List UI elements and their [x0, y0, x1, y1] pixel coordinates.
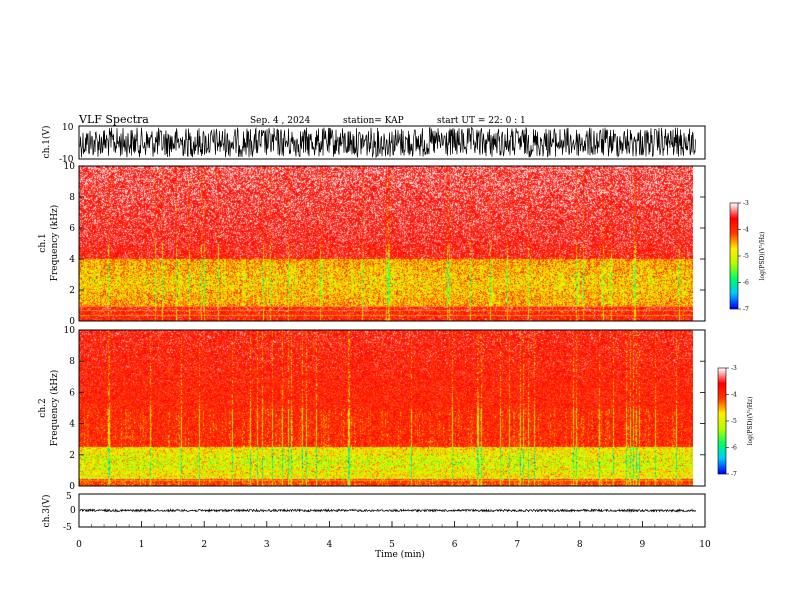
ch2-colorbar: -3 -4 -5 -6 -7 log(PSD)(V²/Hz): [717, 365, 754, 478]
panel-ch2-spectrogram: 0 2 4 6 8 10 ch.2 Frequency (kHz): [38, 326, 706, 492]
ch2-spec-label-channel: ch.2: [38, 398, 48, 417]
ch1-colorbar-label: log(PSD)(V²/Hz): [759, 232, 766, 281]
colorbar-tick-label: -6: [743, 280, 749, 287]
colorbar-tick-label: -5: [731, 418, 737, 425]
panel-ch3-waveform: 5 0 -5 ch.3(V) 0 1 2 3 4 5 6 7 8 9 10 Time (min): [41, 492, 711, 560]
time-tick-label: 1: [139, 540, 145, 550]
freq-tick-label: 2: [69, 451, 75, 461]
ch3-ylabel: ch.3(V): [41, 495, 52, 528]
ch2-spec-label-frequency: Frequency (kHz): [49, 370, 60, 447]
panel-ch1-waveform: 10 -10 ch.1(V): [41, 123, 706, 165]
colorbar-tick-label: -7: [743, 306, 749, 313]
freq-tick-label: 0: [69, 482, 75, 492]
freq-tick-label: 6: [69, 224, 75, 234]
ch2-colorbar-gradient: [718, 368, 726, 474]
freq-tick-label: 6: [69, 388, 75, 398]
ch1-spec-label-channel: ch.1: [38, 233, 48, 252]
ch1-spec-label-frequency: Frequency (kHz): [49, 205, 60, 282]
ch1-waveform-trace: [79, 126, 696, 159]
ch1-ytick-top: 10: [62, 123, 74, 133]
time-tick-label: 4: [327, 540, 333, 550]
freq-tick-label: 4: [69, 420, 75, 430]
time-tick-label: 7: [514, 540, 520, 550]
header-date: Sep. 4 , 2024: [250, 116, 310, 126]
ch2-spectrogram-image: [79, 330, 693, 486]
freq-tick-label: 10: [64, 326, 76, 336]
ch3-waveform-trace: [79, 508, 696, 513]
ch3-ytick-top: 5: [66, 492, 72, 502]
panel-ch1-spectrogram: 0 2 4 6 8 10 ch.1 Frequency (kHz): [38, 162, 706, 327]
time-tick-label: 2: [201, 540, 207, 550]
ch1-spectrogram-frame: [78, 165, 706, 322]
colorbar-tick-label: -5: [743, 253, 749, 260]
ch2-colorbar-label: log(PSD)(V²/Hz): [747, 397, 754, 446]
colorbar-tick-label: -7: [731, 471, 737, 478]
time-tick-label: 6: [452, 540, 458, 550]
time-tick-label: 9: [640, 540, 646, 550]
ch1-ytick-bottom: -10: [59, 155, 74, 165]
ch1-colorbar-ticks: -3 -4 -5 -6 -7: [738, 200, 749, 313]
time-tick-label: 10: [699, 540, 711, 550]
header-start-time: start UT = 22: 0 : 1: [437, 116, 526, 126]
header-station: station= KAP: [343, 116, 404, 126]
ch2-freq-axis: 0 2 4 6 8 10: [64, 326, 705, 492]
freq-tick-label: 0: [69, 317, 75, 327]
colorbar-tick-label: -3: [743, 200, 749, 207]
ch1-ylabel: ch.1(V): [41, 126, 52, 159]
ch3-ytick-mid: 0: [70, 506, 76, 516]
freq-tick-label: 8: [69, 357, 75, 367]
time-tick-label: 8: [577, 540, 583, 550]
ch1-freq-axis: 0 2 4 6 8 10: [64, 162, 705, 327]
x-axis-label: Time (min): [375, 549, 425, 560]
colorbar-tick-label: -4: [743, 227, 749, 234]
ch1-spectrogram-image: [79, 166, 693, 321]
time-axis: 0 1 2 3 4 5 6 7 8 9 10: [76, 521, 711, 550]
ch1-colorbar-gradient: [730, 203, 738, 309]
freq-tick-label: 8: [69, 193, 75, 203]
time-tick-label: 5: [389, 540, 395, 550]
freq-tick-label: 10: [64, 162, 76, 172]
colorbar-tick-label: -4: [731, 392, 737, 399]
time-tick-label: 0: [76, 540, 82, 550]
colorbar-tick-label: -6: [731, 445, 737, 452]
freq-tick-label: 2: [69, 286, 75, 296]
ch2-spectrogram-frame: [78, 329, 706, 487]
ch2-colorbar-ticks: -3 -4 -5 -6 -7: [726, 365, 737, 478]
ch1-colorbar: -3 -4 -5 -6 -7 log(PSD)(V²/Hz): [729, 200, 766, 313]
figure-title: VLF Spectra: [78, 113, 149, 126]
colorbar-tick-label: -3: [731, 365, 737, 372]
ch3-ytick-bottom: -5: [63, 523, 72, 533]
ch1-waveform-frame: [78, 125, 706, 160]
freq-tick-label: 4: [69, 255, 75, 265]
time-tick-label: 3: [264, 540, 270, 550]
